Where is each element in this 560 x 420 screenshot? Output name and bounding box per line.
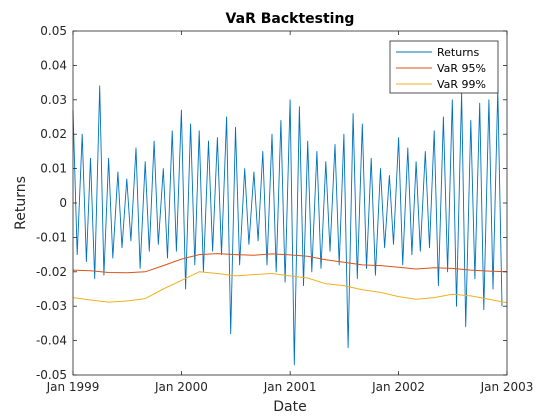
- y-tick-label: -0.01: [36, 230, 67, 244]
- y-axis-label: Returns: [13, 176, 29, 230]
- x-tick-label: Jan 2001: [263, 380, 317, 394]
- y-tick-label: 0.01: [40, 162, 67, 176]
- legend-label-var99: VaR 99%: [437, 78, 486, 91]
- series-line-var95: [72, 253, 508, 274]
- x-tick-label: Jan 2000: [154, 380, 208, 394]
- x-axis-label: Date: [273, 399, 306, 415]
- legend-label-var95: VaR 95%: [437, 62, 486, 75]
- y-tick-label: 0.04: [40, 58, 67, 72]
- y-tick-label: 0.05: [40, 24, 67, 38]
- legend-label-returns: Returns: [437, 46, 480, 59]
- legend: Returns VaR 95% VaR 99%: [389, 40, 499, 94]
- series-line-var99: [72, 271, 508, 304]
- y-tick-label: -0.04: [36, 334, 67, 348]
- series-layer: [72, 85, 508, 366]
- y-tick-label: -0.05: [36, 368, 67, 382]
- y-tick-label: 0: [59, 196, 67, 210]
- ticks-layer: 0.05 0.04 0.03 0.02 0.01 0 -0.01 -0.02 -0.03 -0.0…: [36, 24, 533, 394]
- series-line-returns: [72, 85, 503, 366]
- y-tick-label: -0.03: [36, 299, 67, 313]
- x-tick-label: Jan 2003: [480, 380, 534, 394]
- y-tick-label: 0.03: [40, 93, 67, 107]
- y-tick-label: 0.02: [40, 127, 67, 141]
- y-tick-label: -0.02: [36, 265, 67, 279]
- chart-title: VaR Backtesting: [226, 11, 355, 27]
- x-tick-label: Jan 1999: [46, 380, 100, 394]
- x-tick-label: Jan 2002: [371, 380, 425, 394]
